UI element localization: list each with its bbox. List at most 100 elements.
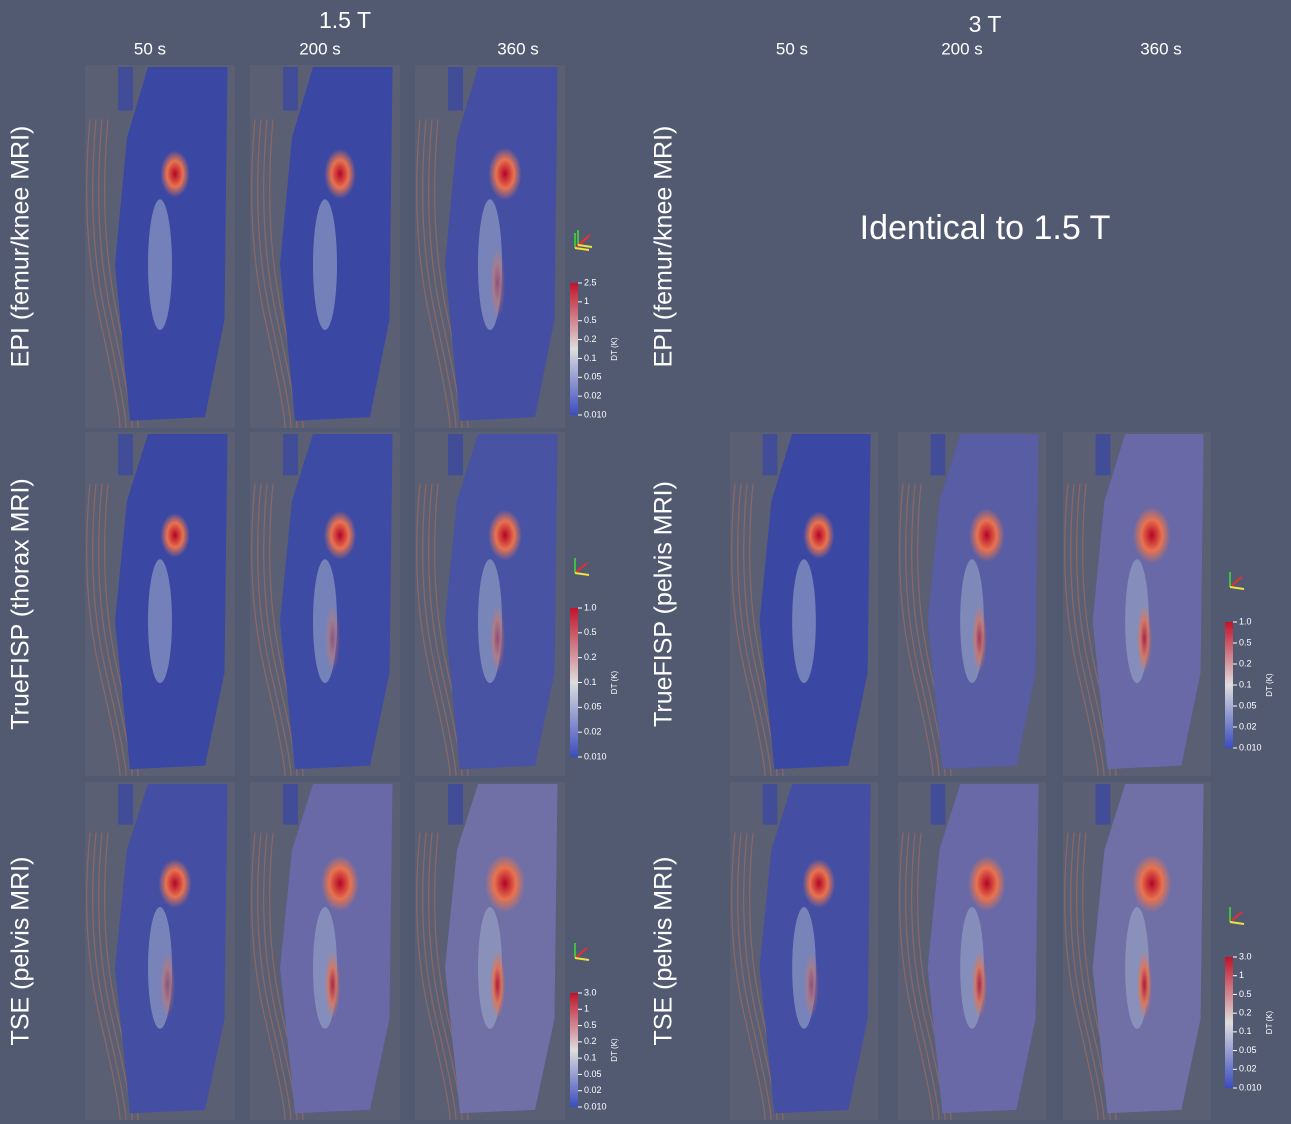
colorbar: [570, 283, 578, 415]
colorbar-label: 0.02: [1239, 1064, 1257, 1074]
axis-triad: [1229, 911, 1243, 923]
hotspot: [158, 859, 192, 908]
colorbar: [1225, 957, 1233, 1088]
colorbar-title: DT (K): [610, 337, 619, 361]
colorbar-title: DT (K): [1265, 673, 1274, 697]
body-outline: [416, 832, 451, 1121]
simulation-panel: [415, 782, 565, 1121]
colorbar-label: 1: [584, 1004, 589, 1014]
time-label: 50 s: [134, 39, 166, 58]
colorbar-label: 2.5: [584, 277, 597, 287]
axis-triad: [577, 234, 591, 246]
colorbar-label: 0.1: [1239, 679, 1252, 689]
body-outline: [251, 832, 286, 1121]
colorbar-label: 0.05: [1239, 700, 1257, 710]
hotspot: [160, 150, 190, 198]
body-outline: [257, 119, 292, 429]
body-outline: [257, 832, 292, 1121]
colorbar-label: 0.010: [1239, 1082, 1262, 1092]
body-outline: [899, 832, 934, 1121]
colorbar-label: 1: [1239, 970, 1244, 980]
hotspot: [160, 513, 190, 558]
hotspot: [324, 148, 356, 199]
hotspot: [972, 604, 987, 673]
simulation-panel: [85, 782, 235, 1121]
axis-triad: [1229, 586, 1245, 590]
simulation-panel: [898, 432, 1046, 777]
body-outline: [731, 832, 766, 1121]
coil: [118, 67, 133, 111]
colorbar-label: 0.5: [584, 627, 597, 637]
row-label: EPI (femur/knee MRI): [7, 126, 35, 368]
time-label: 200 s: [941, 39, 983, 58]
colorbar: [570, 993, 578, 1107]
hotspot: [488, 509, 522, 561]
colorbar-label: 0.2: [584, 1036, 597, 1046]
hotspot: [804, 951, 819, 1019]
colorbar-label: 1.0: [1239, 616, 1252, 626]
colorbar-label: 0.1: [584, 677, 597, 687]
axis-triad: [574, 562, 588, 574]
simulation-panel: [85, 65, 235, 429]
simulation-panel: [415, 432, 565, 777]
colorbar-label: 0.010: [584, 409, 607, 419]
body-outline: [257, 483, 292, 777]
axis-triad: [577, 244, 593, 248]
implant-glow: [313, 199, 337, 330]
colorbar-label: 0.2: [1239, 658, 1252, 668]
hotspot: [490, 951, 505, 1019]
simulation-panel: [898, 782, 1046, 1121]
row-label: TSE (pelvis MRI): [650, 857, 678, 1046]
simulation-panel: [85, 432, 235, 777]
axis-triad: [1229, 921, 1245, 925]
implant-glow: [148, 559, 172, 684]
colorbar-label: 1: [584, 296, 589, 306]
implant-glow: [792, 559, 816, 684]
body-outline: [92, 832, 127, 1121]
colorbar-label: 0.05: [1239, 1045, 1257, 1055]
coil: [762, 434, 778, 476]
body-outline: [92, 483, 127, 777]
colorbar-label: 0.05: [584, 372, 602, 382]
hotspot: [323, 510, 357, 560]
body-outline: [86, 483, 121, 777]
hotspot: [160, 951, 175, 1019]
colorbar-label: 0.5: [584, 315, 597, 325]
axis-triad: [574, 572, 590, 576]
hotspot: [320, 855, 360, 912]
colorbar-label: 0.5: [584, 1020, 597, 1030]
time-label: 360 s: [1140, 39, 1182, 58]
body-outline: [92, 119, 127, 429]
field-header: 1.5 T: [319, 7, 371, 33]
colorbar-label: 0.2: [584, 652, 597, 662]
colorbar-label: 3.0: [1239, 951, 1252, 961]
colorbar-title: DT (K): [610, 670, 619, 694]
colorbar-label: 1.0: [584, 602, 597, 612]
colorbar-label: 0.5: [1239, 989, 1252, 999]
colorbar-label: 0.5: [1239, 637, 1252, 647]
hotspot: [967, 855, 1006, 912]
row-label: TSE (pelvis MRI): [7, 857, 35, 1046]
hotspot: [1132, 506, 1171, 564]
hotspot: [488, 147, 522, 201]
body-outline: [905, 832, 940, 1121]
axis-triad: [574, 947, 588, 959]
colorbar-label: 0.02: [584, 727, 602, 737]
time-label: 200 s: [299, 39, 341, 58]
body-outline: [1064, 483, 1099, 777]
hotspot: [1137, 604, 1152, 673]
colorbar-label: 0.02: [584, 1085, 602, 1095]
time-label: 50 s: [776, 39, 808, 58]
hotspot: [1137, 951, 1152, 1019]
colorbar: [570, 608, 578, 757]
coil: [118, 434, 133, 476]
colorbar-label: 0.010: [584, 1101, 607, 1111]
body-outline: [416, 119, 451, 429]
hotspot: [485, 854, 525, 913]
body-outline: [905, 483, 940, 777]
body-outline: [1070, 832, 1105, 1121]
coil: [930, 784, 946, 825]
body-outline: [737, 832, 772, 1121]
hotspot: [325, 604, 340, 673]
